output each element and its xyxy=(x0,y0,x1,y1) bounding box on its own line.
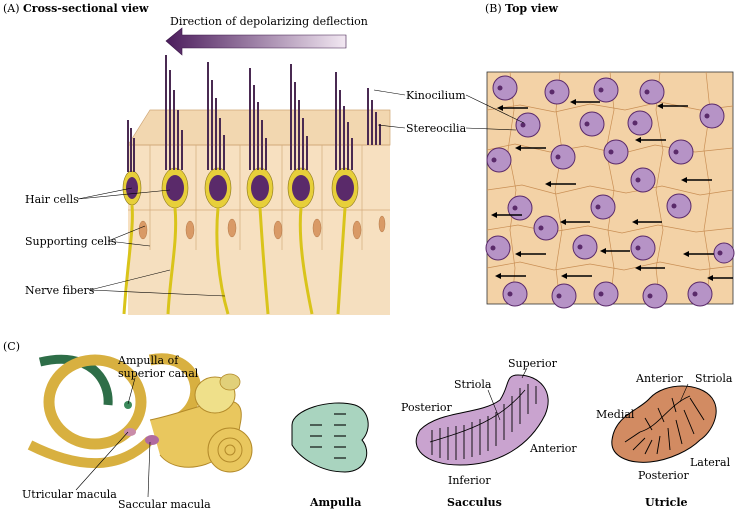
panel-a-leader-lines xyxy=(77,89,406,297)
sacculus-superior-label: Superior xyxy=(508,357,557,370)
nerve-fibers xyxy=(122,204,347,315)
utricle-posterior-label: Posterior xyxy=(638,469,689,482)
sacculus-anterior-label: Anterior xyxy=(530,442,577,455)
ampulla-diagram xyxy=(291,402,369,473)
utricle-medial-label: Medial xyxy=(596,408,635,421)
panel-c-leader-lines xyxy=(75,377,151,498)
sacculus-diagram xyxy=(415,374,549,466)
stereocilia-label: Stereocilia xyxy=(406,122,467,135)
panel-b-leader-lines xyxy=(465,94,525,131)
polarity-arrows xyxy=(496,101,733,279)
panel-c-letter: (C) xyxy=(3,340,20,353)
edge-stereocilia xyxy=(367,88,381,145)
utricle-striola-label: Striola xyxy=(695,372,733,385)
top-view-panel xyxy=(465,71,735,309)
saccular-macula-label: Saccular macula xyxy=(118,498,211,511)
kinocilium-label: Kinocilium xyxy=(406,89,466,102)
hair-cell xyxy=(331,72,359,209)
depolarizing-direction-arrow xyxy=(165,27,347,56)
ampulla-label-line1: Ampulla of xyxy=(118,354,179,367)
hair-cell xyxy=(287,64,315,209)
utricle-caption: Utricle xyxy=(645,496,688,509)
panel-c-label-lines xyxy=(487,367,689,421)
nerve-fibers-label: Nerve fibers xyxy=(25,284,95,297)
labyrinth-drawing xyxy=(27,353,253,473)
ampulla-caption: Ampulla xyxy=(310,496,362,509)
panel-b-title: Top view xyxy=(505,2,558,15)
utricle-diagram xyxy=(611,385,717,463)
sacculus-caption: Sacculus xyxy=(447,496,502,509)
sacculus-striola-label: Striola xyxy=(454,378,492,391)
hair-cell xyxy=(246,68,274,209)
sacculus-posterior-label: Posterior xyxy=(401,401,452,414)
panel-b-heading: (B) Top view xyxy=(485,2,558,15)
panel-a-heading: (A) Cross-sectional view xyxy=(3,2,149,15)
ampulla-label-line2: superior canal xyxy=(118,367,199,380)
panel-a-letter: (A) xyxy=(3,2,20,15)
arrow-label: Direction of depolarizing deflection xyxy=(170,15,368,28)
supporting-cells-label: Supporting cells xyxy=(25,235,117,248)
utricle-lateral-label: Lateral xyxy=(690,456,731,469)
sacculus-inferior-label: Inferior xyxy=(448,474,491,487)
panel-a-title: Cross-sectional view xyxy=(23,2,149,15)
utricle-anterior-label: Anterior xyxy=(636,372,683,385)
utricular-macula-label: Utricular macula xyxy=(22,488,117,501)
hair-cell xyxy=(204,62,232,209)
panel-b-letter: (B) xyxy=(485,2,502,15)
hair-cells-label: Hair cells xyxy=(25,193,79,206)
hair-cell xyxy=(161,55,189,209)
